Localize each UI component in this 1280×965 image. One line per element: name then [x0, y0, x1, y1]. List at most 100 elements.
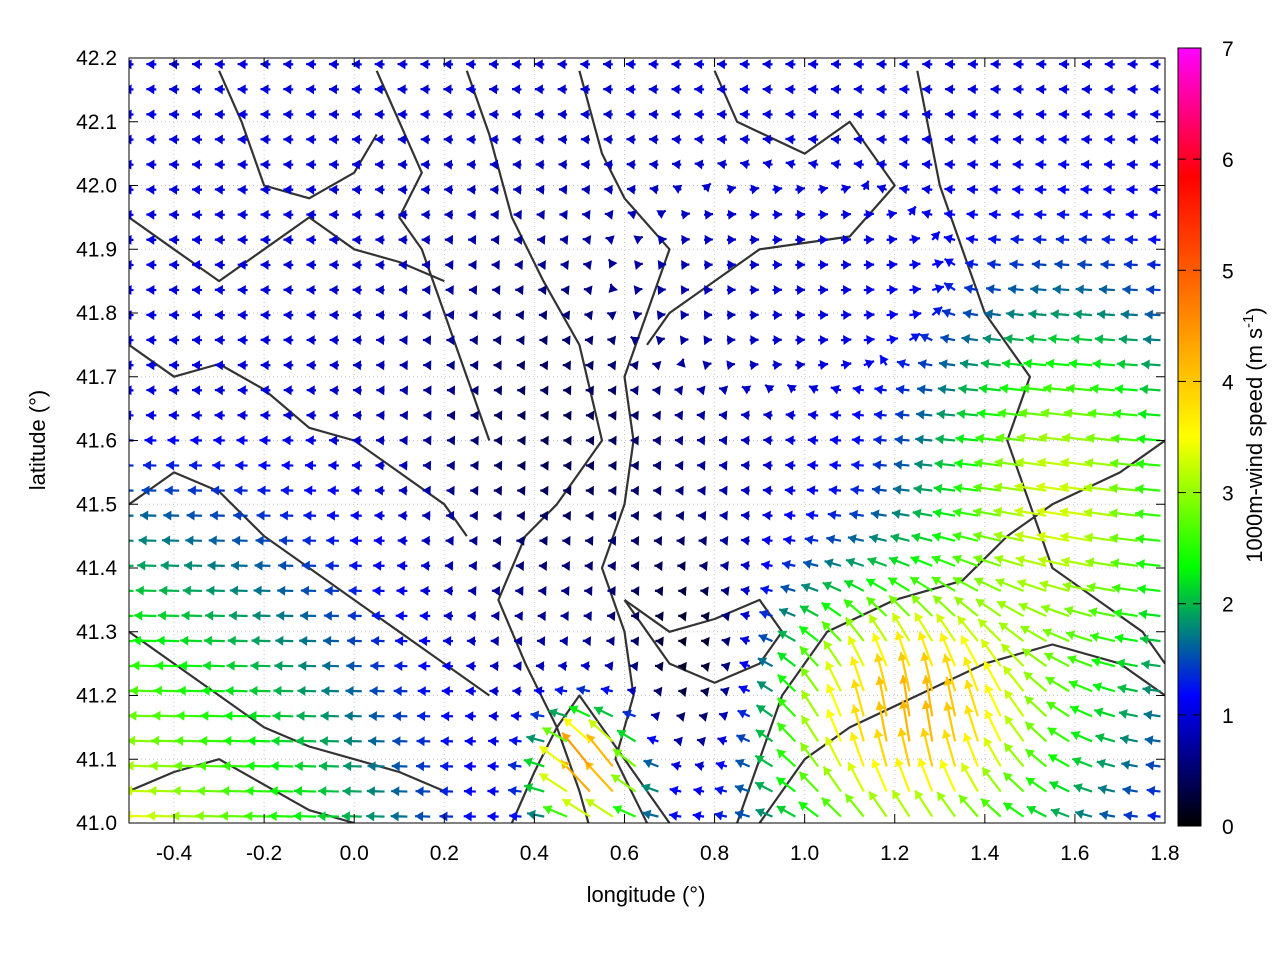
wind-arrow [699, 712, 708, 722]
wind-arrow-head [1150, 59, 1158, 69]
wind-arrow-head [261, 335, 269, 345]
wind-arrow-head [444, 160, 452, 170]
wind-arrow-head [159, 586, 167, 596]
wind-arrow-head [538, 285, 546, 295]
wind-arrow [321, 686, 339, 696]
wind-arrow-head [630, 386, 638, 396]
wind-arrow-head [369, 711, 377, 721]
wind-arrow [512, 59, 522, 69]
wind-arrow-head [958, 384, 966, 394]
wind-arrow [630, 661, 638, 671]
wind-arrow-head [171, 811, 179, 821]
wind-arrow-head [694, 109, 702, 119]
wind-arrow-head [1105, 84, 1113, 94]
wind-arrow [675, 411, 683, 421]
wind-arrow-head [721, 662, 730, 672]
wind-arrow-head [255, 561, 263, 571]
wind-arrow-head [238, 135, 246, 145]
wind-arrow-head [672, 135, 680, 145]
wind-arrow [400, 385, 408, 395]
wind-arrow-head [1005, 690, 1014, 699]
wind-arrow [657, 310, 665, 320]
wind-arrow [763, 410, 772, 420]
wind-arrow [720, 561, 728, 571]
wind-arrow [808, 109, 818, 119]
wind-arrow [759, 634, 773, 643]
wind-arrow [300, 611, 316, 621]
wind-arrow-head [490, 686, 498, 696]
wind-arrow [247, 736, 270, 746]
wind-arrow-head [394, 661, 402, 671]
wind-arrow [873, 460, 887, 470]
wind-arrow [563, 386, 571, 396]
wind-arrow [1026, 778, 1046, 792]
wind-arrow [1095, 733, 1114, 743]
wind-arrow-head [539, 536, 547, 546]
wind-arrow [931, 232, 940, 241]
wind-arrow [864, 359, 874, 368]
wind-arrow-head [468, 611, 476, 621]
wind-arrow [539, 335, 547, 345]
wind-arrow-head [284, 310, 292, 320]
wind-arrow-head [866, 335, 874, 345]
wind-arrow-head [512, 109, 520, 119]
wind-arrow [215, 185, 225, 195]
wind-arrow-head [1098, 785, 1107, 795]
wind-arrow-head [653, 511, 661, 521]
wind-arrow-head [353, 335, 361, 345]
wind-arrow [280, 511, 293, 521]
wind-arrow [701, 612, 710, 622]
wind-arrow-head [352, 135, 360, 145]
wind-arrow-head [717, 135, 725, 145]
wind-arrow [799, 772, 818, 792]
wind-arrow [968, 84, 978, 94]
wind-arrow [192, 235, 202, 245]
wind-arrow-head [656, 336, 665, 346]
wind-arrow [238, 385, 248, 395]
wind-arrow [853, 385, 864, 395]
wind-arrow [954, 483, 978, 493]
wind-arrow [192, 310, 202, 320]
wind-arrow-head [399, 285, 407, 295]
wind-arrow [303, 511, 316, 521]
wind-arrow [1013, 84, 1023, 94]
wind-arrow [273, 686, 293, 696]
wind-arrow [1056, 235, 1069, 245]
wind-arrow [444, 185, 453, 195]
wind-arrow-head [137, 561, 145, 571]
wind-arrow [492, 285, 500, 295]
wind-arrow [1119, 334, 1138, 344]
wind-arrow [608, 284, 618, 293]
wind-arrow [466, 661, 476, 671]
wind-arrow [1109, 483, 1137, 493]
wind-arrow-head [169, 59, 177, 69]
wind-arrow-head [233, 511, 241, 521]
wind-arrow-head [672, 160, 680, 170]
wind-arrow [307, 335, 316, 345]
wind-arrow-head [986, 284, 995, 294]
wind-arrow [423, 360, 431, 370]
wind-arrow-head [238, 385, 246, 395]
wind-arrow-head [540, 486, 548, 496]
wind-arrow-head [368, 736, 376, 746]
wind-arrow [307, 385, 316, 395]
wind-arrow-head [608, 361, 616, 371]
wind-arrow-head [215, 260, 223, 270]
wind-arrow [444, 109, 454, 119]
wind-arrow-head [367, 786, 375, 796]
wind-arrow-head [376, 435, 384, 445]
wind-arrow [118, 485, 133, 495]
wind-arrow-head [604, 135, 612, 145]
wind-arrow-head [224, 711, 232, 721]
wind-arrow [494, 411, 502, 421]
wind-arrow [1137, 584, 1160, 594]
wind-arrow [953, 508, 978, 518]
wind-arrow [423, 385, 431, 395]
wind-arrow-head [343, 761, 351, 771]
wind-arrow-head [422, 235, 430, 245]
wind-arrow-head [1028, 309, 1036, 319]
wind-arrow [933, 508, 955, 518]
wind-arrow [1025, 722, 1046, 741]
wind-arrow-head [259, 435, 267, 445]
wind-arrow [514, 235, 522, 245]
